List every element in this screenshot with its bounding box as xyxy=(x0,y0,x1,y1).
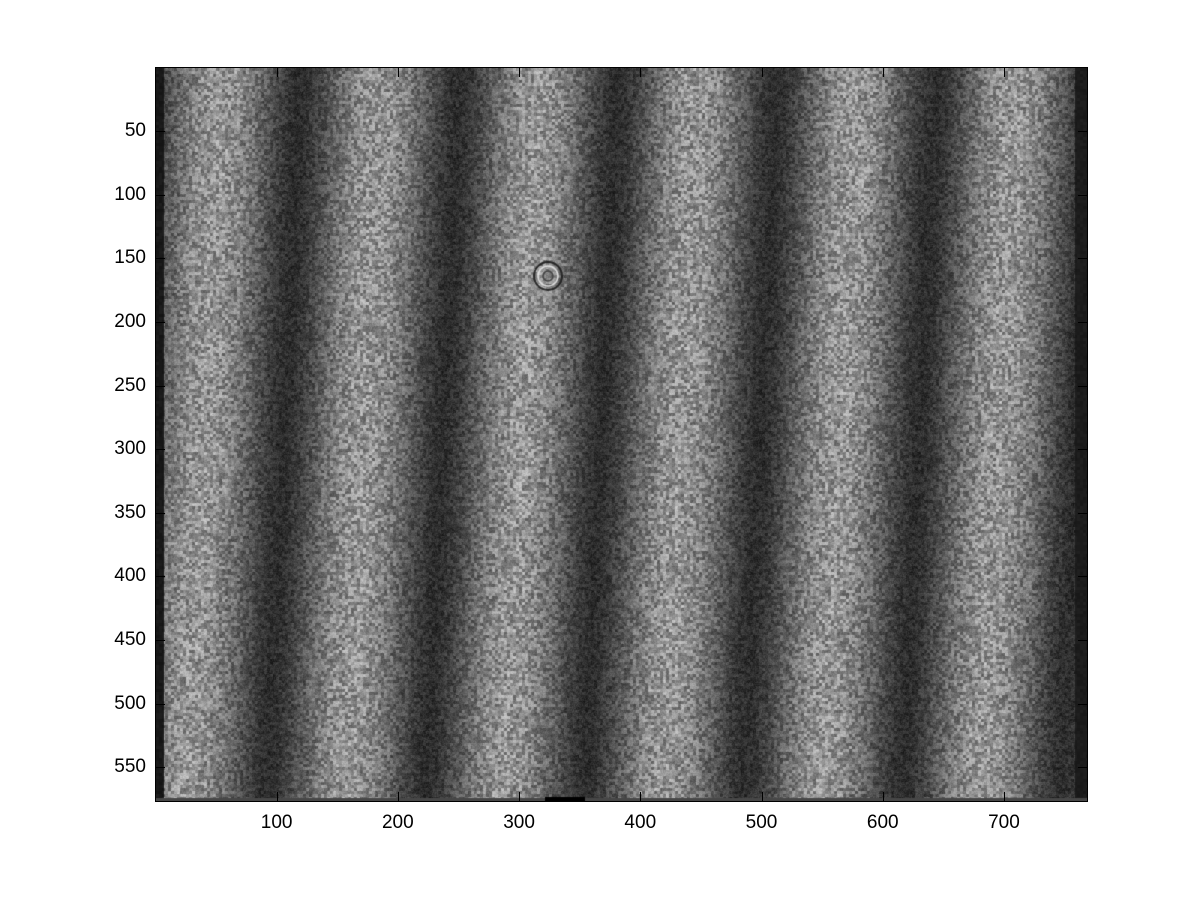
x-tick-mark xyxy=(1003,792,1005,801)
x-tick-mark-top xyxy=(276,68,278,77)
fringe-image xyxy=(156,68,1087,801)
y-tick-label: 150 xyxy=(114,247,146,269)
x-tick-label: 700 xyxy=(988,812,1020,833)
y-tick-mark xyxy=(156,640,165,642)
y-tick-mark-right xyxy=(1078,321,1087,323)
y-tick-mark xyxy=(156,321,165,323)
x-tick-mark xyxy=(397,792,399,801)
y-tick-label: 50 xyxy=(124,119,146,141)
x-tick-mark-top xyxy=(761,68,763,77)
y-tick-label: 100 xyxy=(114,183,146,205)
y-tick-mark-right xyxy=(1078,385,1087,387)
y-tick-label: 450 xyxy=(114,629,146,651)
x-tick-mark-top xyxy=(519,68,521,77)
x-tick-label: 500 xyxy=(745,812,778,833)
y-tick-label: 550 xyxy=(114,756,146,778)
x-tick-label: 600 xyxy=(866,812,899,833)
x-tick-label: 100 xyxy=(260,812,293,833)
x-tick-mark xyxy=(640,792,642,801)
image-axes xyxy=(156,68,1087,801)
x-tick-mark-top xyxy=(640,68,642,77)
y-tick-mark-right xyxy=(1078,130,1087,132)
y-tick-mark xyxy=(156,130,165,132)
y-tick-mark xyxy=(156,449,165,451)
y-tick-mark xyxy=(156,385,165,387)
y-tick-mark-right xyxy=(1078,767,1087,769)
y-tick-mark xyxy=(156,703,165,705)
x-tick-mark xyxy=(276,792,278,801)
y-tick-mark-right xyxy=(1078,512,1087,514)
y-tick-label: 300 xyxy=(114,438,146,460)
x-tick-label: 300 xyxy=(503,812,535,833)
x-tick-mark xyxy=(761,792,763,801)
y-tick-mark-right xyxy=(1078,703,1087,705)
y-tick-mark-right xyxy=(1078,576,1087,578)
y-tick-mark-right xyxy=(1078,194,1087,196)
y-tick-mark-right xyxy=(1078,640,1087,642)
x-tick-label: 400 xyxy=(624,812,657,833)
y-tick-mark-right xyxy=(1078,449,1087,451)
x-tick-mark xyxy=(519,792,521,801)
y-tick-mark xyxy=(156,512,165,514)
y-tick-label: 350 xyxy=(114,501,146,523)
x-tick-mark-top xyxy=(397,68,399,77)
y-tick-mark xyxy=(156,194,165,196)
y-tick-mark xyxy=(156,767,165,769)
y-tick-label: 500 xyxy=(114,692,146,714)
y-tick-label: 250 xyxy=(114,374,146,396)
y-tick-mark xyxy=(156,258,165,260)
x-tick-mark xyxy=(882,792,884,801)
y-tick-mark xyxy=(156,576,165,578)
y-tick-label: 200 xyxy=(114,310,146,332)
y-tick-label: 400 xyxy=(114,565,146,587)
x-tick-mark-top xyxy=(882,68,884,77)
x-tick-mark-top xyxy=(1003,68,1005,77)
x-tick-label: 200 xyxy=(381,812,414,833)
y-tick-mark-right xyxy=(1078,258,1087,260)
